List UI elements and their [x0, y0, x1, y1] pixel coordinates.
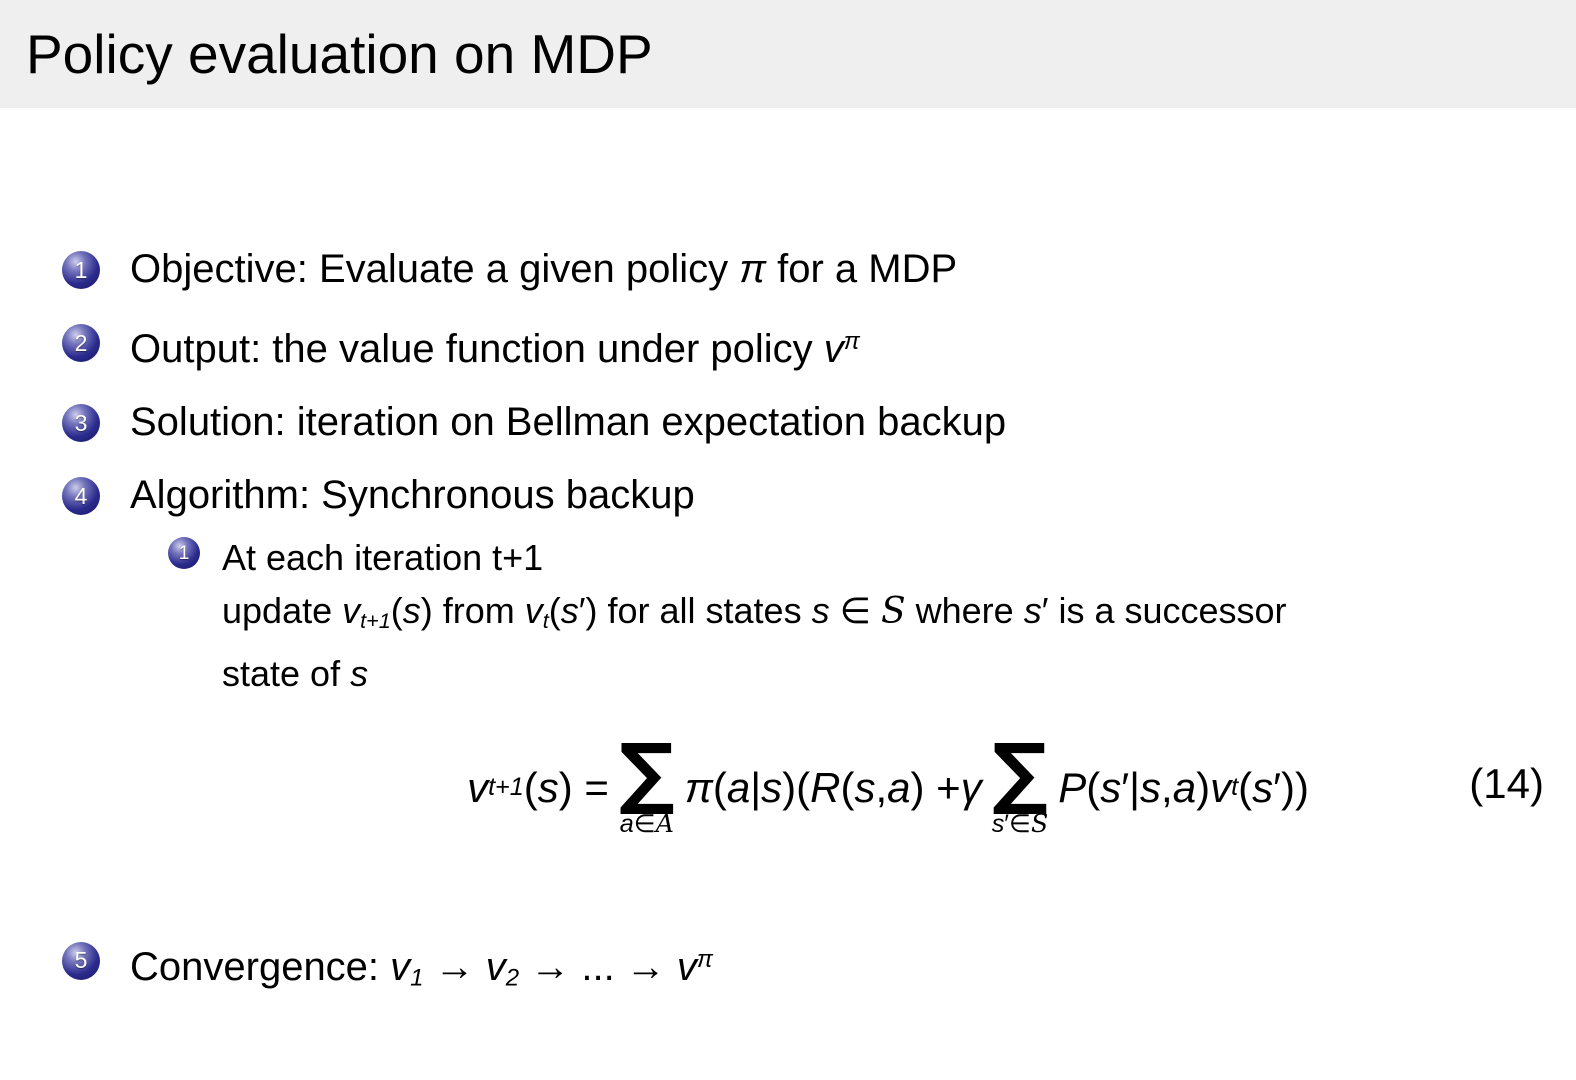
sub-list-item-iteration: 1 At each iteration t+1 update vt+1(s) f…	[168, 531, 1576, 700]
list-item-text: Algorithm: Synchronous backup	[130, 473, 695, 518]
sub-line-3: state of s	[222, 652, 369, 694]
slide-title-bar: Policy evaluation on MDP	[0, 0, 1576, 108]
list-item-convergence: 5 Convergence: v1 → v2 → ... → vπ	[62, 936, 1576, 1002]
sub-list-item-text: At each iteration t+1 update vt+1(s) fro…	[222, 531, 1287, 700]
enumerate-ball-sub-1: 1	[168, 537, 200, 570]
list-item-solution: 3 Solution: iteration on Bellman expecta…	[62, 398, 1576, 446]
list-item-objective: 1 Objective: Evaluate a given policy π f…	[62, 245, 1576, 293]
list-item-text: Objective: Evaluate a given policy π for…	[130, 247, 958, 291]
list-item-text: Output: the value function under policy …	[130, 327, 860, 372]
list-item-output: 2 Output: the value function under polic…	[62, 318, 1576, 373]
enumerate-ball-5: 5	[62, 941, 100, 980]
enumerate-ball-1: 1	[62, 251, 100, 289]
sub-line-2: update vt+1(s) from vt(s′) for all state…	[222, 590, 1287, 633]
enumerate-ball-4: 4	[62, 477, 100, 516]
big-sum-operator: ∑ s ′∈ S	[991, 727, 1049, 839]
list-item-text: Solution: iteration on Bellman expectati…	[130, 400, 1007, 445]
list-item-text: Convergence: v1 → v2 → ... → vπ	[130, 945, 713, 992]
sub-line-1: At each iteration t+1	[222, 537, 544, 579]
enumerate-ball-3: 3	[62, 404, 100, 443]
slide-title: Policy evaluation on MDP	[26, 23, 653, 85]
equation-number: (14)	[1469, 760, 1544, 808]
slide-content: 1 Objective: Evaluate a given policy π f…	[0, 108, 1576, 1002]
enumerate-ball-2: 2	[62, 324, 100, 362]
big-sum-operator: ∑ a ∈ A	[618, 727, 675, 839]
list-item-algorithm: 4 Algorithm: Synchronous backup	[62, 471, 1576, 519]
